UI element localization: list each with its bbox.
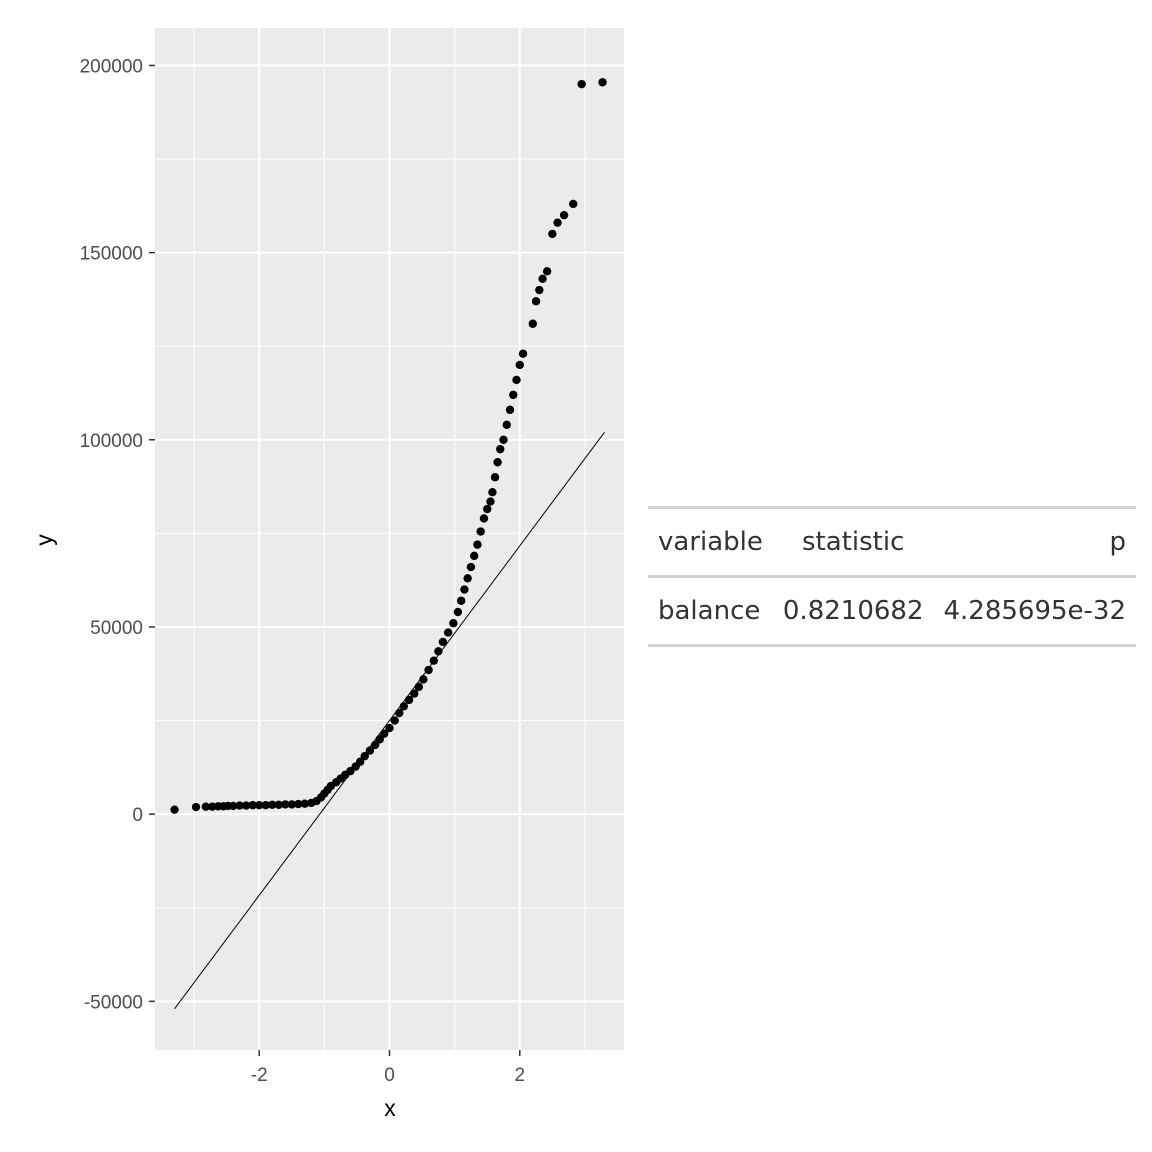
data-point [390,716,399,725]
data-point [538,274,547,284]
data-point [443,628,453,637]
data-point [559,210,569,220]
x-tick-label: -2 [251,1065,268,1086]
data-point [429,656,438,665]
x-axis-title: x [384,1095,396,1121]
x-tick-label: 2 [514,1065,525,1086]
data-point [375,735,384,744]
data-point [499,435,508,444]
data-point [380,729,389,738]
data-point [577,79,586,89]
y-tick-label: 200000 [80,56,143,77]
data-point [515,360,524,370]
cell-statistic: 0.8210682 [782,596,924,626]
data-point [460,585,469,594]
data-point [424,665,433,675]
data-point [483,504,492,514]
data-point [505,405,515,415]
data-point [370,740,380,750]
data-point [486,497,495,506]
header-statistic: statistic [802,527,905,557]
minor-gridlines [155,28,624,1050]
data-point [548,229,557,239]
reference-line [174,432,605,1010]
data-point [170,805,179,814]
data-point [438,637,448,647]
data-point [385,723,394,733]
y-tick-label: 150000 [80,244,143,265]
header-variable: variable [658,527,763,557]
data-point [496,444,505,454]
data-point [493,458,502,467]
data-point [473,540,482,549]
data-point [476,527,485,536]
data-point [528,319,538,328]
data-point [488,488,497,497]
header-p: p [1109,527,1127,557]
data-point [456,596,466,605]
data-point [553,218,562,227]
data-point [531,297,541,306]
data-point [191,802,201,812]
data-point [466,562,476,572]
data-point [365,746,375,755]
data-point [419,675,428,684]
data-point [228,801,238,811]
table-row: balance 0.8210682 4.285695e-32 [648,577,1137,646]
data-point [255,800,264,810]
data-point [360,751,369,761]
data-point [568,199,578,209]
x-axis-ticks: -2 0 2 [251,1050,525,1086]
y-tick-label: 50000 [90,618,143,639]
y-axis-title: y [31,534,57,546]
table-header-row: variable statistic p [648,507,1137,577]
data-point [268,800,277,809]
data-point [469,551,479,561]
data-point [509,390,518,400]
statistics-table: variable statistic p balance 0.8210682 4… [648,506,1137,647]
y-tick-label: 0 [132,805,143,826]
data-points [170,78,607,814]
data-point [355,757,365,766]
data-point [274,800,283,809]
data-point [518,349,528,358]
data-point [479,514,489,523]
cell-p: 4.285695e-32 [943,596,1127,626]
data-point [300,799,310,808]
data-point [235,801,244,810]
data-point [248,800,257,810]
data-point [463,574,472,583]
x-tick-label: 0 [384,1065,395,1086]
data-point [281,800,290,809]
data-point [535,285,544,295]
data-point [598,78,607,87]
data-point [201,802,211,811]
data-point [287,800,296,809]
data-point [261,800,270,810]
data-point [502,420,511,430]
data-point [404,695,414,705]
y-tick-label: 100000 [80,431,143,452]
data-point [453,607,463,617]
major-gridlines [155,28,624,1050]
y-tick-label: -50000 [84,992,143,1013]
cell-variable: balance [658,596,761,626]
data-point [294,799,303,809]
data-point [241,801,251,810]
data-point [434,647,443,656]
data-point [542,267,552,276]
y-axis-ticks: -50000 0 50000 100000 150000 200000 [80,56,155,1013]
data-point [410,689,419,698]
data-point [449,619,458,628]
data-point [395,708,404,718]
data-point [414,682,424,692]
data-point [490,473,500,482]
data-point [512,375,521,385]
data-point [399,702,409,711]
